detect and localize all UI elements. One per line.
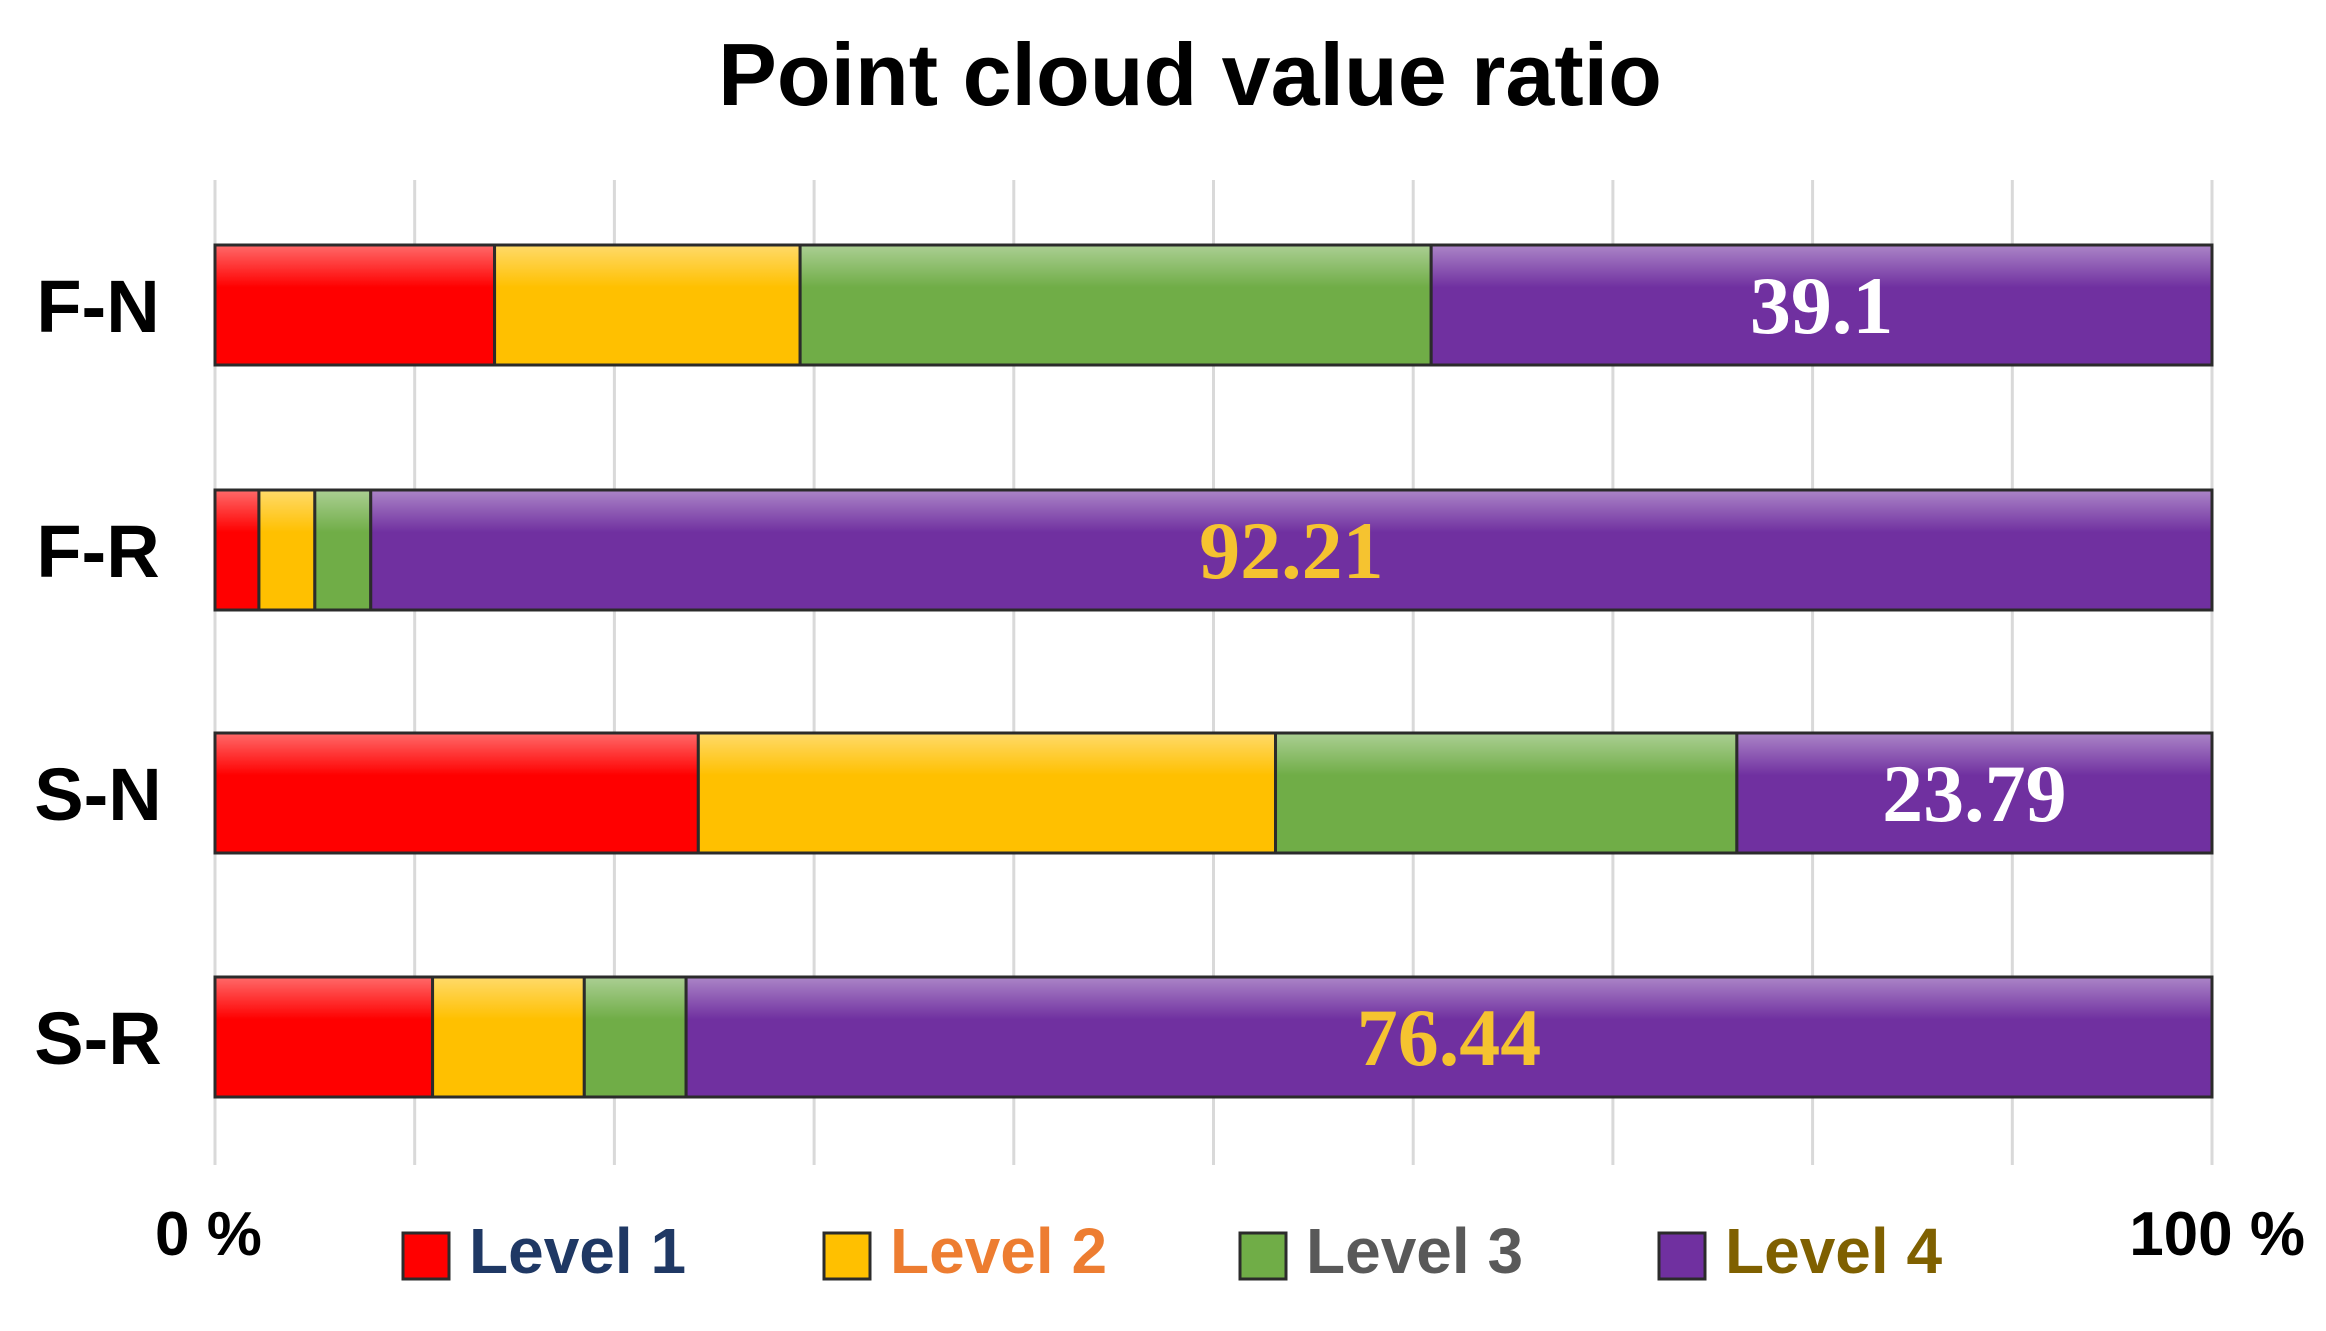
legend-label: Level 2 xyxy=(890,1215,1107,1287)
bar-segment-highlight xyxy=(216,734,697,852)
legend-label: Level 3 xyxy=(1306,1215,1523,1287)
data-label: 23.79 xyxy=(1882,748,2067,839)
bar-segment-highlight xyxy=(699,734,1275,852)
axis-min-label: 0 % xyxy=(155,1200,262,1269)
bar-segment-highlight xyxy=(434,978,583,1096)
bar-segment-highlight xyxy=(1738,734,2211,852)
bar-segment-highlight xyxy=(316,491,370,609)
bar-segment-highlight xyxy=(372,491,2211,609)
category-labels: F-N F-R S-N S-R xyxy=(34,265,161,1080)
legend-label: Level 4 xyxy=(1725,1215,1942,1287)
data-label: 92.21 xyxy=(1199,505,1384,596)
bar-segment-highlight xyxy=(260,491,314,609)
bar-groups xyxy=(213,243,2214,1099)
legend-swatch xyxy=(822,1231,872,1281)
bar-segment-highlight xyxy=(585,978,685,1096)
bar-segment-highlight xyxy=(216,246,494,364)
chart-title: Point cloud value ratio xyxy=(718,25,1662,124)
category-label: F-R xyxy=(36,510,159,593)
category-label: S-R xyxy=(34,997,161,1080)
legend-swatch xyxy=(1657,1231,1707,1281)
bar-segment-highlight xyxy=(1432,246,2211,364)
category-label: S-N xyxy=(34,753,161,836)
data-label: 39.1 xyxy=(1750,260,1894,351)
bar-segment-highlight xyxy=(216,978,432,1096)
axis-max-label: 100 % xyxy=(2129,1200,2305,1269)
bar-segment-highlight xyxy=(1277,734,1736,852)
legend-swatch xyxy=(1238,1231,1288,1281)
category-label: F-N xyxy=(36,265,159,348)
bar-segment-highlight xyxy=(216,491,258,609)
legend-swatch xyxy=(401,1231,451,1281)
legend-label: Level 1 xyxy=(469,1215,686,1287)
bar-segment-highlight xyxy=(496,246,799,364)
data-label: 76.44 xyxy=(1357,992,1542,1083)
data-labels: 39.1 92.21 23.79 76.44 xyxy=(1199,260,2067,1083)
bar-segment-highlight xyxy=(801,246,1430,364)
bar-segment-highlight xyxy=(687,978,2211,1096)
legend: Level 1 Level 2 Level 3 Level 4 xyxy=(401,1215,1942,1287)
